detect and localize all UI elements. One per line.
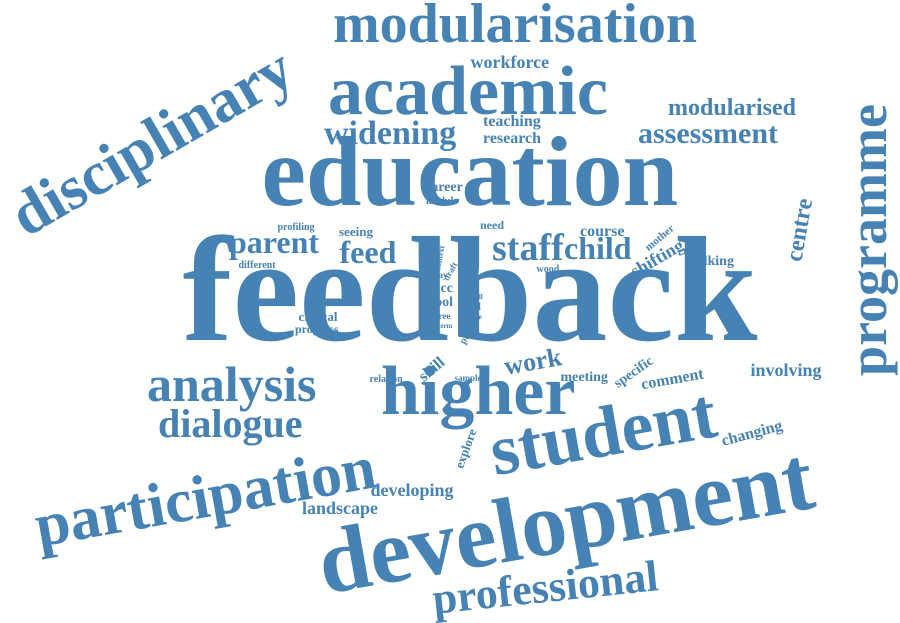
word-dialogue: dialogue bbox=[158, 401, 303, 446]
word-progress: progress bbox=[295, 322, 339, 336]
word-tall: tall bbox=[473, 292, 483, 301]
word-profiling: profiling bbox=[277, 222, 315, 233]
word-analysis: analysis bbox=[147, 356, 317, 412]
word-widening: widening bbox=[324, 115, 457, 152]
word-final: final bbox=[459, 300, 481, 313]
word-wood: wood bbox=[536, 264, 560, 275]
word-feed: feed bbox=[339, 234, 397, 270]
word-research: research bbox=[483, 130, 542, 147]
word-module: module bbox=[426, 196, 458, 207]
word-term: term bbox=[438, 321, 453, 330]
word-need: need bbox=[480, 218, 504, 232]
word-education: education bbox=[261, 116, 679, 227]
word-academic: academic bbox=[328, 53, 608, 130]
word-way: way bbox=[432, 269, 448, 280]
word-critical: critical bbox=[298, 308, 338, 324]
word-more: more bbox=[466, 312, 482, 321]
word-feedback: feedback bbox=[182, 207, 758, 373]
word-acc: acc bbox=[433, 281, 453, 296]
word-sample: sample bbox=[454, 372, 482, 383]
word-higher: higher bbox=[381, 353, 576, 430]
word-meeting: meeting bbox=[560, 370, 608, 385]
word-developing: developing bbox=[370, 480, 454, 500]
word-tree: tree bbox=[435, 310, 451, 321]
word-involving: involving bbox=[750, 360, 822, 380]
word-teaching: teaching bbox=[483, 113, 541, 130]
word-programme: programme bbox=[837, 104, 898, 376]
word-career: career bbox=[425, 180, 463, 195]
word-relation: relation bbox=[369, 374, 403, 385]
word-centre: centre bbox=[781, 196, 819, 264]
word-tool: tool bbox=[430, 295, 454, 310]
word-explore: explore bbox=[450, 426, 480, 470]
word-staff: staff bbox=[492, 227, 564, 269]
word-seeing: seeing bbox=[339, 223, 373, 239]
word-aim: aim bbox=[459, 276, 471, 285]
word-assessment: assessment bbox=[638, 117, 778, 150]
word-parent: parent bbox=[229, 224, 320, 260]
word-workforce: workforce bbox=[470, 52, 550, 72]
word-walking: walking bbox=[686, 254, 734, 269]
word-course: course bbox=[580, 223, 625, 240]
word-different: different bbox=[238, 260, 276, 271]
word-modularised: modularised bbox=[668, 95, 797, 121]
word-child: child bbox=[564, 230, 632, 266]
word-modularisation: modularisation bbox=[333, 0, 698, 55]
word-landscape: landscape bbox=[302, 498, 379, 518]
